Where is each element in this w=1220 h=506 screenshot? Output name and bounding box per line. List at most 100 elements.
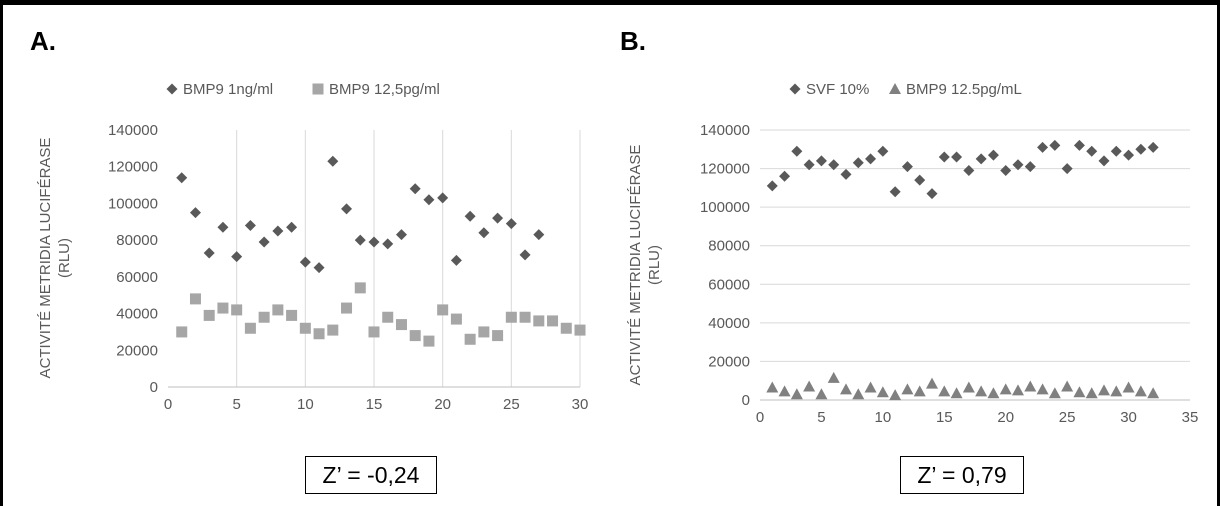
data-point xyxy=(574,324,586,336)
data-point xyxy=(1061,163,1073,175)
data-point xyxy=(1024,161,1036,173)
data-point xyxy=(450,313,462,325)
data-point xyxy=(492,330,504,342)
data-point xyxy=(354,282,366,294)
data-point xyxy=(913,385,926,397)
data-point xyxy=(889,389,902,401)
data-point xyxy=(272,304,284,316)
data-point xyxy=(962,381,975,393)
x-tick-label: 10 xyxy=(875,409,892,426)
data-point xyxy=(840,383,852,395)
data-point xyxy=(533,315,545,327)
data-point xyxy=(1134,385,1147,397)
y-tick-label: 140000 xyxy=(108,122,158,139)
data-point xyxy=(313,328,325,340)
data-point xyxy=(519,311,531,323)
x-tick-label: 0 xyxy=(164,396,172,413)
data-point xyxy=(1147,141,1159,153)
data-point xyxy=(950,387,963,399)
data-point xyxy=(423,335,435,347)
data-point xyxy=(299,256,311,268)
data-point xyxy=(395,319,407,331)
panel-letter-b: B. xyxy=(620,26,646,56)
y-axis-label: ACTIVITÉ METRIDIA LUCIFÉRASE (RLU) xyxy=(37,138,73,379)
data-point xyxy=(938,385,951,397)
data-point xyxy=(1061,380,1074,392)
data-point xyxy=(987,387,1000,399)
data-point xyxy=(560,322,572,334)
data-point xyxy=(341,203,353,215)
data-point xyxy=(382,311,394,323)
data-point xyxy=(815,155,827,167)
data-point xyxy=(1110,145,1122,157)
y-tick-label: 20000 xyxy=(708,353,750,370)
data-point xyxy=(395,229,407,241)
data-point xyxy=(1086,145,1098,157)
y-tick-label: 20000 xyxy=(116,342,158,359)
y-tick-label: 100000 xyxy=(108,195,158,212)
data-point xyxy=(327,324,339,336)
legend-marker xyxy=(889,83,901,94)
y-tick-label: 100000 xyxy=(700,199,750,216)
data-point xyxy=(951,151,963,163)
y-tick-label: 120000 xyxy=(108,159,158,176)
data-point xyxy=(999,383,1012,395)
data-point xyxy=(914,174,926,186)
data-point xyxy=(299,322,311,334)
data-point xyxy=(1073,386,1086,398)
data-point xyxy=(938,151,950,163)
x-tick-label: 15 xyxy=(366,396,383,413)
x-tick-label: 30 xyxy=(1120,409,1137,426)
y-tick-label: 120000 xyxy=(700,161,750,178)
data-point xyxy=(176,326,188,338)
data-point xyxy=(1098,155,1110,167)
data-point xyxy=(437,304,449,316)
y-tick-label: 140000 xyxy=(700,122,750,139)
y-tick-label: 40000 xyxy=(116,306,158,323)
data-point xyxy=(217,221,229,233)
y-axis-label: ACTIVITÉ METRIDIA LUCIFÉRASE (RLU) xyxy=(627,145,663,386)
data-point xyxy=(203,247,215,259)
data-point xyxy=(464,210,476,222)
data-point xyxy=(828,159,840,171)
x-tick-label: 30 xyxy=(572,396,589,413)
chart-a: 0 20000 40000 60000 80000 100000 120000 140000 0… xyxy=(37,81,588,413)
data-point xyxy=(217,302,229,314)
legend-label: BMP9 1ng/ml xyxy=(183,81,273,98)
data-point xyxy=(901,383,914,395)
data-point xyxy=(176,172,188,184)
data-point xyxy=(1037,141,1049,153)
data-point xyxy=(547,315,559,327)
data-point xyxy=(450,254,462,266)
data-point xyxy=(1024,380,1037,392)
data-point xyxy=(926,188,938,200)
data-point xyxy=(803,159,815,171)
data-point xyxy=(1110,385,1123,397)
legend-label: BMP9 12.5pg/mL xyxy=(906,81,1022,98)
x-tick-label: 15 xyxy=(936,409,953,426)
data-point xyxy=(766,381,779,393)
data-point xyxy=(766,180,778,192)
data-point xyxy=(1036,383,1049,395)
z-factor-box-b: Z’ = 0,79 xyxy=(900,456,1024,494)
data-point xyxy=(1012,384,1024,396)
x-tick-label: 35 xyxy=(1182,409,1199,426)
data-point xyxy=(852,157,864,169)
data-point xyxy=(272,225,284,237)
data-point xyxy=(1122,381,1135,393)
data-point xyxy=(437,192,449,204)
data-point xyxy=(865,153,877,165)
data-point xyxy=(258,311,270,323)
data-point xyxy=(963,165,975,176)
data-point xyxy=(313,262,325,274)
data-point xyxy=(778,385,791,397)
legend-label: SVF 10% xyxy=(806,81,869,98)
x-tick-label: 5 xyxy=(232,396,240,413)
x-tick-label: 20 xyxy=(434,396,451,413)
data-point xyxy=(840,168,852,180)
data-point xyxy=(231,304,243,316)
data-point xyxy=(791,145,803,157)
x-tick-label: 10 xyxy=(297,396,314,413)
data-point xyxy=(354,234,366,246)
legend-marker xyxy=(789,83,801,95)
